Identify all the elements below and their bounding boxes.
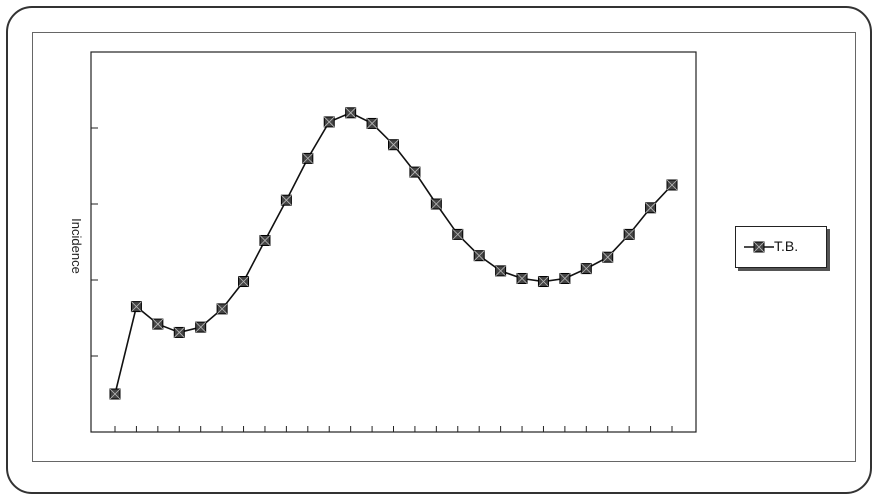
data-point-hatch <box>109 388 121 400</box>
data-point-hatch <box>259 235 271 246</box>
data-point-hatch <box>323 116 335 128</box>
data-point-hatch <box>388 139 399 151</box>
data-point-hatch <box>645 202 656 214</box>
outer-frame <box>6 6 872 494</box>
series-line-tb <box>114 111 673 395</box>
legend-marker-icon <box>744 241 774 253</box>
data-point-hatch <box>281 194 292 206</box>
data-point-hatch <box>131 301 142 312</box>
legend-label: T.B. <box>774 238 799 254</box>
data-point-hatch <box>538 276 549 287</box>
data-point-hatch <box>581 263 592 274</box>
data-point-hatch <box>431 198 442 210</box>
data-point-hatch <box>345 107 356 119</box>
data-point-hatch <box>495 265 506 277</box>
data-point-hatch <box>666 179 678 191</box>
plot-frame <box>90 51 697 433</box>
data-point-hatch <box>559 273 571 284</box>
legend: T.B. <box>735 226 827 268</box>
data-point-hatch <box>302 153 314 164</box>
data-point-hatch <box>516 273 528 284</box>
data-point-hatch <box>238 276 249 287</box>
data-point-hatch <box>623 229 635 240</box>
chart-container <box>32 32 856 462</box>
data-point-hatch <box>216 303 228 315</box>
data-point-hatch <box>195 321 206 333</box>
data-point-hatch <box>152 318 164 330</box>
data-point-hatch <box>473 250 485 261</box>
data-point-hatch <box>452 229 464 240</box>
data-point-hatch <box>173 327 185 338</box>
data-point-hatch <box>366 118 378 129</box>
y-axis-label: Incidence <box>69 218 84 274</box>
data-point-hatch <box>409 166 421 178</box>
data-point-hatch <box>602 251 614 263</box>
